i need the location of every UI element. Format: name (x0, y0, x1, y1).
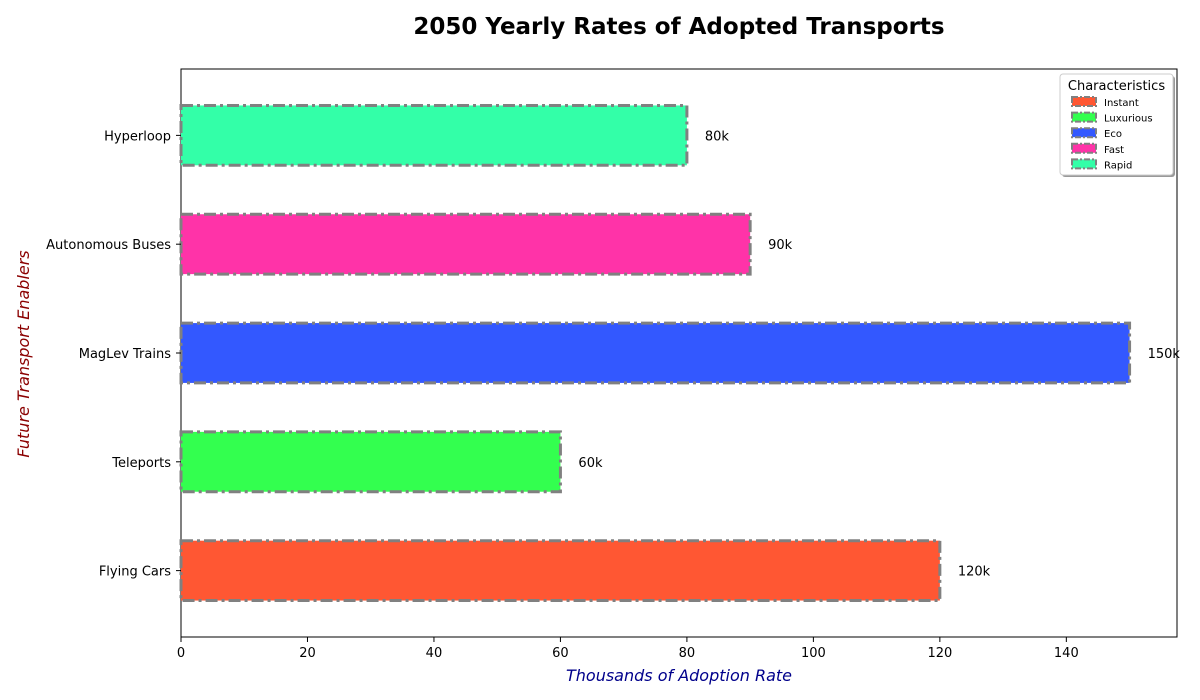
legend-swatch (1071, 158, 1097, 170)
legend-swatch (1071, 127, 1097, 139)
y-axis-label: Future Transport Enablers (14, 250, 33, 457)
y-tick-label: Flying Cars (99, 565, 171, 580)
x-tick-label: 120 (927, 646, 952, 661)
x-tick-label: 40 (426, 646, 443, 661)
y-axis: Flying Cars Teleports MagLev Trains Autonom… (46, 129, 181, 580)
x-tick-label: 80 (679, 646, 696, 661)
x-tick-label: 140 (1054, 646, 1079, 661)
bars (179, 103, 1132, 603)
legend-title: Characteristics (1068, 79, 1165, 94)
bar-autonomous-buses (179, 212, 752, 276)
y-tick-label: MagLev Trains (79, 347, 171, 362)
x-axis-label: Thousands of Adoption Rate (566, 666, 792, 685)
y-tick-label: Teleports (111, 456, 171, 471)
y-tick-label: Hyperloop (104, 129, 171, 144)
bar-teleports (179, 430, 562, 494)
legend-swatch (1071, 142, 1097, 154)
data-label: 150k (1148, 347, 1181, 362)
x-tick-label: 60 (552, 646, 569, 661)
legend: Characteristics Instant Luxurious Eco Fast Ra… (1059, 73, 1175, 177)
legend-swatch (1071, 111, 1097, 123)
data-label: 80k (705, 129, 730, 144)
x-tick-label: 0 (177, 646, 185, 661)
x-axis: 0 20 40 60 80 100 120 140 (177, 637, 1079, 661)
bar-hyperloop (179, 103, 689, 167)
data-label: 120k (958, 565, 991, 580)
x-tick-label: 20 (299, 646, 316, 661)
chart-title: 2050 Yearly Rates of Adopted Transports (413, 14, 944, 40)
legend-entry: Instant (1104, 98, 1139, 109)
data-label: 60k (578, 456, 603, 471)
legend-swatch (1071, 96, 1097, 107)
legend-entry: Luxurious (1104, 114, 1153, 125)
legend-entry: Eco (1104, 129, 1122, 140)
data-labels: 120k 60k 150k 90k 80k (578, 129, 1180, 579)
x-tick-label: 100 (801, 646, 826, 661)
bar-maglev-trains (179, 321, 1132, 385)
y-tick-label: Autonomous Buses (46, 238, 171, 253)
legend-entry: Rapid (1104, 160, 1132, 171)
data-label: 90k (768, 238, 793, 253)
legend-entry: Fast (1104, 145, 1124, 156)
bar-flying-cars (179, 539, 942, 603)
